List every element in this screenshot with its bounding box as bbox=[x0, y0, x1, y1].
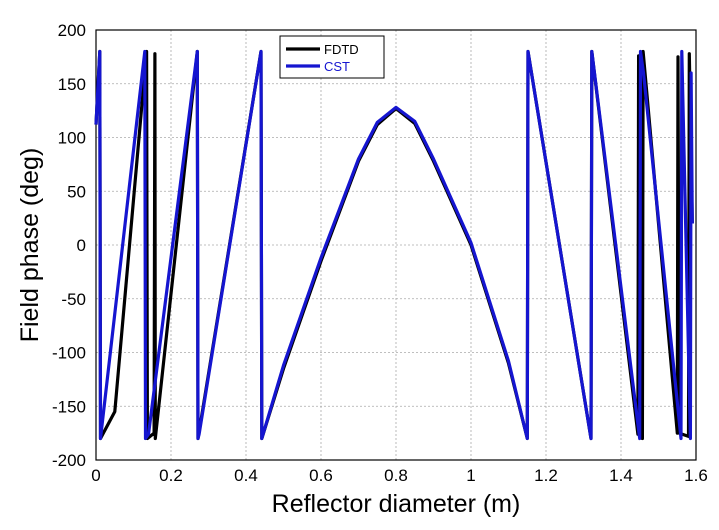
y-tick-label: -50 bbox=[61, 290, 86, 309]
y-tick-label: -150 bbox=[52, 397, 86, 416]
y-tick-label: -100 bbox=[52, 344, 86, 363]
series-line-cst bbox=[94, 49, 694, 441]
y-tick-label: 150 bbox=[58, 75, 86, 94]
grid bbox=[95, 29, 697, 461]
x-tick-label: 1.2 bbox=[534, 466, 558, 485]
y-tick-label: -200 bbox=[52, 451, 86, 470]
y-tick-label: 200 bbox=[58, 21, 86, 40]
x-tick-label: 1.4 bbox=[609, 466, 633, 485]
y-axis-label: Field phase (deg) bbox=[16, 148, 44, 343]
y-tick-label: 0 bbox=[77, 236, 86, 255]
x-tick-label: 0.2 bbox=[159, 466, 183, 485]
x-tick-label: 1 bbox=[466, 466, 475, 485]
y-tick-labels: 200 150 100 50 0 -50 -100 -150 -200 bbox=[52, 21, 86, 470]
x-axis-label: Reflector diameter (m) bbox=[272, 490, 521, 518]
x-tick-label: 1.6 bbox=[684, 466, 708, 485]
legend: FDTD CST bbox=[279, 35, 385, 79]
x-tick-labels: 0 0.2 0.4 0.6 0.8 1 1.2 1.4 1.6 bbox=[91, 466, 708, 485]
x-tick-label: 0.8 bbox=[384, 466, 408, 485]
plot-frame bbox=[95, 29, 697, 461]
series-layer bbox=[94, 49, 694, 441]
x-tick-label: 0.6 bbox=[309, 466, 333, 485]
legend-label: CST bbox=[324, 59, 350, 74]
y-tick-label: 50 bbox=[67, 182, 86, 201]
legend-box bbox=[279, 35, 385, 79]
y-tick-label: 100 bbox=[58, 129, 86, 148]
legend-label: FDTD bbox=[324, 42, 359, 57]
x-tick-label: 0.4 bbox=[234, 466, 258, 485]
x-tick-label: 0 bbox=[91, 466, 100, 485]
